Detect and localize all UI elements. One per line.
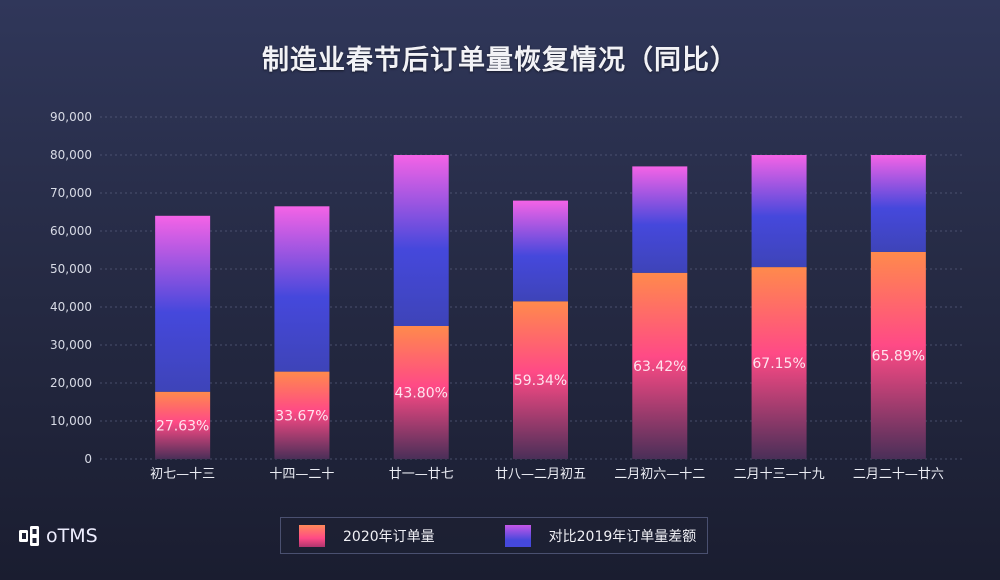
bar-diff-2019 <box>274 206 330 372</box>
bar-2020 <box>751 267 807 459</box>
data-label: 63.42% <box>633 359 686 375</box>
bar-diff-2019 <box>393 155 449 326</box>
legend-item-2020: 2020年订单量 <box>299 524 435 547</box>
legend: 2020年订单量 对比2019年订单量差额 <box>280 517 708 554</box>
x-tick-label: 十四—二十 <box>269 467 334 482</box>
bar-diff-2019 <box>632 166 688 273</box>
x-tick-label: 初七—十三 <box>150 467 215 482</box>
y-tick-label: 30,000 <box>50 338 92 352</box>
legend-label-diff: 对比2019年订单量差额 <box>548 528 697 545</box>
data-label: 33.67% <box>275 408 328 424</box>
brand-name: oTMS <box>46 525 98 547</box>
bar-2020 <box>155 391 211 459</box>
bar-diff-2019 <box>513 200 568 302</box>
y-tick-label: 0 <box>84 452 92 466</box>
x-tick-label: 二月十三—十九 <box>734 467 825 482</box>
legend-item-diff: 对比2019年订单量差额 <box>504 524 697 547</box>
otms-logo-icon <box>19 526 39 546</box>
bar-2020 <box>632 272 688 459</box>
x-tick-label: 廿一—廿七 <box>389 467 454 482</box>
data-label: 59.34% <box>514 373 567 389</box>
y-tick-label: 90,000 <box>50 110 92 124</box>
bar-2020 <box>513 301 568 459</box>
y-tick-label: 10,000 <box>50 414 92 428</box>
legend-label-2020: 2020年订单量 <box>343 528 435 545</box>
data-label: 65.89% <box>872 348 925 364</box>
stacked-bar-chart: 0 10,000 20,000 30,000 40,000 50,000 60,000 70,… <box>50 110 965 482</box>
x-tick-label: 二月二十—廿六 <box>853 467 944 482</box>
chart-title: 制造业春节后订单量恢复情况（同比） <box>262 45 738 76</box>
data-label: 27.63% <box>156 418 209 434</box>
y-tick-label: 80,000 <box>50 148 92 162</box>
legend-swatch-diff <box>504 524 531 547</box>
x-tick-label: 二月初六—十二 <box>614 467 705 482</box>
bar-2020 <box>393 326 449 459</box>
data-label: 67.15% <box>752 356 805 372</box>
y-tick-label: 70,000 <box>50 186 92 200</box>
legend-swatch-2020 <box>299 524 325 547</box>
data-label: 43.80% <box>395 386 448 402</box>
y-tick-label: 60,000 <box>50 224 92 238</box>
y-tick-label: 20,000 <box>50 376 92 390</box>
y-tick-label: 50,000 <box>50 262 92 276</box>
bar-2020 <box>870 251 926 459</box>
brand-logo: oTMS <box>18 525 98 547</box>
bar-diff-2019 <box>870 155 926 252</box>
bar-2020 <box>274 371 330 459</box>
x-tick-label: 廿八—二月初五 <box>495 467 586 482</box>
y-tick-label: 40,000 <box>50 300 92 314</box>
bar-diff-2019 <box>751 155 807 268</box>
bar-diff-2019 <box>155 215 211 392</box>
